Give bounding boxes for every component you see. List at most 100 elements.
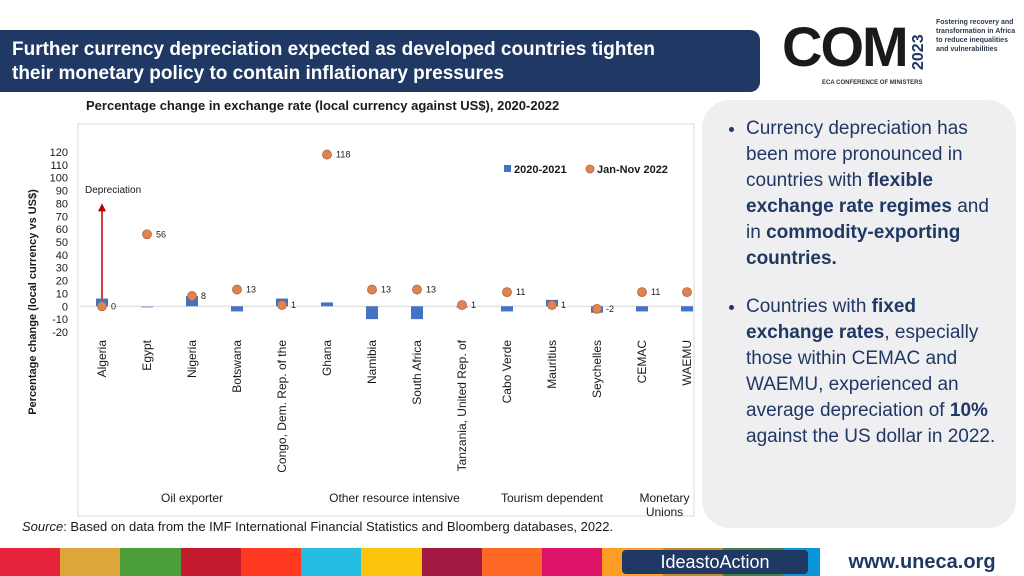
- depreciation-annotation: Depreciation: [85, 185, 141, 196]
- y-tick-label: 20: [56, 276, 68, 288]
- category-label: WAEMU: [680, 340, 694, 386]
- logo-brand: COM: [782, 15, 909, 78]
- point-data-label: 0: [111, 301, 116, 311]
- y-tick-label: 30: [56, 263, 68, 275]
- point-jan-nov-2022: [232, 284, 242, 295]
- summary-bold: flexible exchange rate regimes: [746, 170, 952, 217]
- chart-area: Percentage change (local currency vs US$…: [20, 122, 701, 519]
- logo-tagline-line: Fostering recovery and: [936, 19, 1014, 26]
- bar-2020-2021: [231, 306, 243, 312]
- point-data-label: 13: [381, 285, 391, 295]
- category-label: Nigeria: [185, 340, 199, 378]
- group-label: Tourism dependent: [501, 491, 604, 505]
- legend-label-2020-2021: 2020-2021: [514, 164, 567, 176]
- sdg-stripe: [180, 548, 241, 576]
- point-data-label: 56: [156, 229, 166, 239]
- point-data-label: 118: [336, 150, 350, 160]
- logo-tagline-line: and vulnerabilities: [936, 46, 998, 53]
- point-jan-nov-2022: [277, 300, 287, 310]
- bar-2020-2021: [681, 306, 693, 312]
- point-data-label: 1: [471, 300, 476, 310]
- y-tick-label: 120: [50, 147, 68, 159]
- category-label: Mauritius: [545, 340, 559, 389]
- point-data-label: -2: [606, 304, 614, 314]
- ideas-to-action-badge: IdeastoAction: [622, 550, 808, 574]
- point-jan-nov-2022: [97, 301, 107, 312]
- summary-text: and in: [746, 196, 989, 243]
- category-label: Ghana: [320, 340, 334, 376]
- header-banner: Further currency depreciation expected a…: [0, 30, 760, 92]
- y-tick-label: 100: [50, 173, 68, 185]
- point-jan-nov-2022: [502, 287, 512, 298]
- group-label: Oil exporter: [161, 491, 223, 505]
- y-tick-label: 90: [56, 186, 68, 198]
- category-label: Congo, Dem. Rep. of the: [275, 340, 289, 473]
- logo-year: 2023: [910, 34, 927, 70]
- y-tick-label: -20: [52, 327, 68, 339]
- category-label: CEMAC: [635, 340, 649, 384]
- source-text: : Based on data from the IMF Internation…: [63, 519, 614, 534]
- category-label: Algeria: [95, 340, 109, 378]
- bar-2020-2021: [501, 306, 513, 312]
- logo-tagline: Fostering recovery and transformation in…: [936, 18, 1015, 54]
- header-title-line1: Further currency depreciation expected a…: [12, 39, 656, 60]
- category-label: Botswana: [230, 340, 244, 393]
- bar-2020-2021: [186, 296, 198, 307]
- point-data-label: 11: [651, 287, 660, 297]
- group-label: Other resource intensive: [329, 491, 460, 505]
- point-jan-nov-2022: [547, 300, 557, 310]
- y-tick-label: 50: [56, 237, 68, 249]
- category-label: Cabo Verde: [500, 340, 514, 404]
- point-data-label: 13: [246, 285, 256, 295]
- point-data-label: 11: [516, 287, 525, 297]
- category-label: Tanzania, United Rep. of: [455, 339, 469, 471]
- sdg-stripe: [120, 548, 181, 576]
- sdg-stripe: [542, 548, 603, 576]
- category-label: Namibia: [365, 340, 379, 384]
- category-label: South Africa: [410, 340, 424, 405]
- point-jan-nov-2022: [142, 229, 152, 240]
- header-title-line2: their monetary policy to contain inflati…: [12, 63, 505, 84]
- point-data-label: 1: [561, 300, 566, 310]
- website-link[interactable]: www.uneca.org: [820, 548, 1024, 576]
- y-tick-label: 80: [56, 198, 68, 210]
- y-axis-label: Percentage change (local currency vs US$…: [27, 189, 39, 415]
- point-data-label: 1: [291, 300, 296, 310]
- bar-2020-2021: [411, 306, 423, 320]
- summary-text: against the US dollar in 2022.: [746, 426, 996, 447]
- summary-panel: Currency depreciation has been more pron…: [702, 100, 1016, 528]
- point-jan-nov-2022: [682, 287, 692, 298]
- chart-title: Percentage change in exchange rate (loca…: [86, 98, 560, 113]
- summary-bullet-1: Currency depreciation has been more pron…: [746, 116, 1000, 272]
- bar-2020-2021: [321, 302, 333, 307]
- bar-2020-2021: [141, 306, 153, 308]
- sdg-stripe: [0, 548, 61, 576]
- point-jan-nov-2022: [637, 287, 647, 298]
- category-label: Seychelles: [590, 340, 604, 398]
- point-data-label: 8: [201, 291, 206, 301]
- sdg-stripe: [60, 548, 121, 576]
- depreciation-arrow-head: [98, 203, 106, 212]
- point-jan-nov-2022: [187, 291, 197, 301]
- logo-tagline-line: transformation in Africa: [936, 28, 1016, 35]
- sdg-stripe: [301, 548, 362, 576]
- summary-text: , especially those within CEMAC and WAEM…: [746, 322, 979, 421]
- sdg-stripe: [481, 548, 543, 576]
- y-tick-label: 110: [50, 160, 68, 172]
- logo-tagline-line: to reduce inequalities: [936, 37, 1008, 44]
- point-jan-nov-2022: [322, 149, 332, 160]
- summary-bold: fixed exchange rates: [746, 296, 917, 343]
- sdg-stripe: [421, 548, 482, 576]
- sdg-stripe: [240, 548, 302, 576]
- y-tick-label: -10: [52, 314, 68, 326]
- bar-2020-2021: [366, 306, 378, 320]
- summary-text: Countries with: [746, 296, 872, 317]
- legend-swatch-jan-nov-2022: [585, 164, 595, 174]
- point-data-label: 13: [426, 285, 436, 295]
- point-jan-nov-2022: [412, 284, 422, 295]
- y-tick-label: 10: [56, 288, 68, 300]
- summary-bold: commodity-exporting countries.: [746, 222, 961, 269]
- summary-bullet-2: Countries with fixed exchange rates, esp…: [746, 294, 1000, 450]
- point-jan-nov-2022: [367, 284, 377, 295]
- point-jan-nov-2022: [457, 300, 467, 310]
